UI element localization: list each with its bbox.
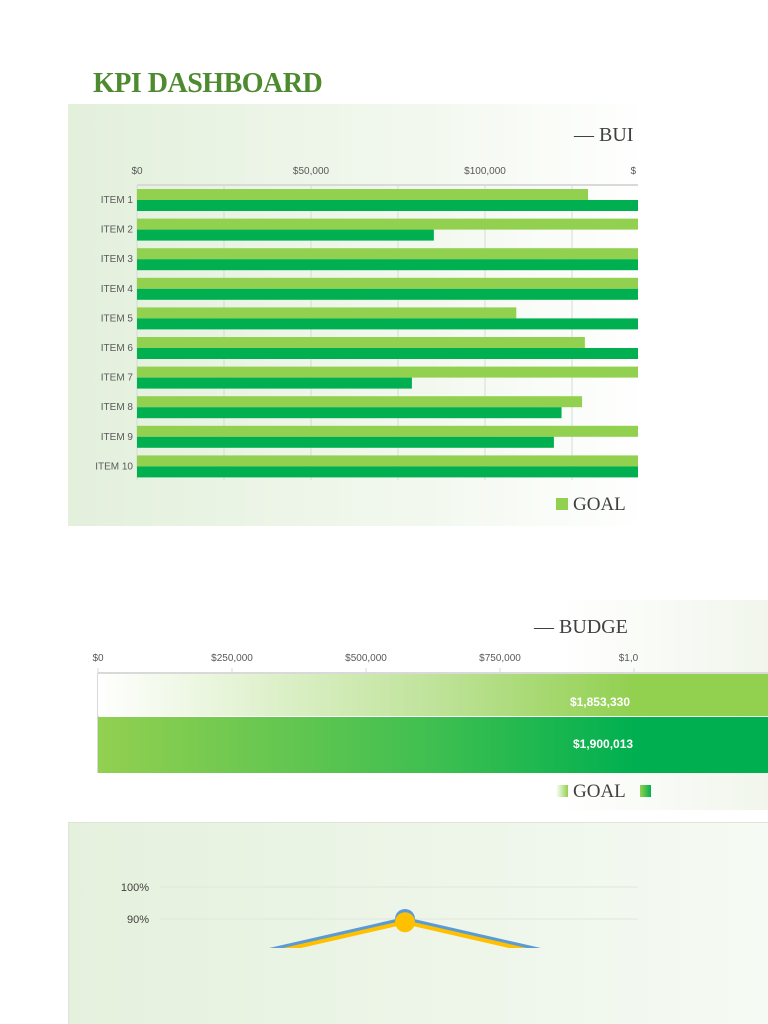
x-tick-label: $0 [92, 653, 104, 664]
bar-goal [137, 425, 638, 437]
bar-goal [137, 337, 585, 348]
total-bar-chart: $0 $250,000 $500,000 $750,000 $1,000 $1,853,3… [92, 653, 768, 773]
bar-budget [137, 407, 562, 419]
data-label-budget: $1,900,013 [573, 737, 633, 751]
y-category-label: ITEM 8 [101, 402, 134, 413]
y-category-label: ITEM 3 [101, 254, 134, 265]
y-category-label: ITEM 2 [101, 225, 134, 236]
legend-goal: GOAL [556, 494, 626, 516]
y-category-label: ITEM 1 [101, 195, 134, 206]
bar-budget [137, 377, 412, 389]
items-bar-chart: $0 $50,000 $100,000 $ ITEM 1 ITEM 2 ITEM 3 ITEM… [95, 166, 638, 480]
x-tick-label: $1,000 [619, 653, 650, 664]
x-tick-label: $500,000 [345, 653, 387, 664]
x-tick-label: $ [630, 166, 636, 177]
bar-budget [137, 229, 434, 241]
bar-goal [137, 189, 589, 200]
legend-budget-swatch-2 [639, 785, 651, 797]
x-tick-label: $50,000 [293, 166, 330, 177]
bar-budget [137, 259, 638, 271]
y-tick-label: 90% [127, 914, 149, 926]
legend-goal-label: GOAL [573, 494, 626, 515]
bar-budget [137, 348, 638, 359]
x-tick-label: $0 [131, 166, 143, 177]
page-title: KPI DASHBOARD [93, 68, 323, 99]
y-category-label: ITEM 10 [95, 461, 133, 472]
bar-budget [137, 436, 554, 448]
bar-budget [137, 466, 638, 478]
bar-goal [137, 277, 638, 289]
legend-goal-swatch [556, 498, 568, 510]
bar-budget [137, 200, 638, 211]
y-category-label: ITEM 4 [101, 284, 134, 295]
data-point [395, 912, 415, 933]
bar-goal [137, 396, 583, 408]
bar-goal [137, 307, 517, 319]
legend-budget-top-2: — BUDGE [534, 616, 628, 638]
legend-budget-top: — BUI [574, 124, 634, 146]
legend-goal-label-2: GOAL [573, 781, 626, 802]
x-tick-label: $250,000 [211, 653, 253, 664]
y-category-label: ITEM 9 [101, 432, 134, 443]
bar-goal [137, 455, 638, 467]
bar-goal-total [98, 674, 768, 716]
bar-budget [137, 288, 638, 300]
y-category-label: ITEM 5 [101, 313, 134, 324]
y-category-label: ITEM 6 [101, 343, 134, 354]
percent-line-chart: 100% 90% [121, 882, 638, 948]
y-category-label: ITEM 7 [101, 373, 134, 384]
bar-budget-total [98, 717, 768, 773]
bar-goal [137, 366, 638, 378]
bar-budget [137, 318, 638, 330]
bar-goal [137, 248, 638, 260]
data-label-goal: $1,853,330 [570, 695, 630, 709]
legend-goal-swatch-2 [556, 785, 568, 797]
x-tick-label: $100,000 [464, 166, 506, 177]
y-tick-label: 100% [121, 882, 149, 894]
bar-goal [137, 218, 638, 230]
legend-goal-2: GOAL [556, 781, 651, 803]
x-tick-label: $750,000 [479, 653, 521, 664]
